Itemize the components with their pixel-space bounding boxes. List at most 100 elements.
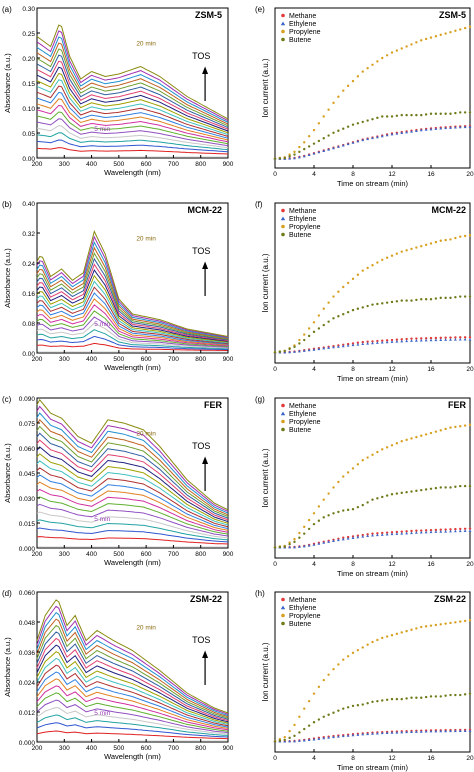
x-tick-label: 0	[273, 366, 277, 373]
data-point	[283, 545, 286, 548]
data-point	[459, 425, 462, 428]
ms-panel-f: 0 4 8 12 16 20 Time on stream (min) Ion current…	[255, 200, 474, 383]
data-point	[395, 114, 399, 118]
data-point	[371, 700, 374, 704]
legend-marker	[281, 403, 285, 408]
data-point	[332, 317, 335, 320]
y-tick-label: 0.15	[22, 81, 35, 88]
data-point	[463, 234, 467, 238]
panel-tag: (b)	[2, 200, 12, 209]
data-point	[283, 349, 286, 353]
data-point	[307, 135, 311, 138]
data-point	[356, 733, 360, 736]
panel-tag: (h)	[255, 589, 265, 598]
tos-arrow-head	[202, 261, 209, 269]
data-point	[454, 621, 457, 624]
data-point	[405, 45, 408, 48]
x-tick-label: 12	[388, 171, 396, 178]
data-point	[468, 234, 472, 237]
data-point	[288, 736, 291, 740]
data-point	[376, 699, 379, 703]
data-point	[400, 250, 403, 253]
data-point	[468, 423, 472, 427]
data-point	[415, 627, 418, 630]
data-point	[288, 153, 291, 156]
x-tick-label: 8	[351, 561, 355, 568]
data-point	[380, 731, 384, 735]
spectra-group	[36, 24, 229, 157]
data-point	[356, 122, 360, 125]
data-point	[332, 539, 335, 542]
data-point	[468, 336, 472, 339]
data-point	[463, 337, 467, 341]
x-tick-label: 500	[113, 551, 124, 558]
data-point	[395, 132, 399, 135]
data-point	[434, 530, 438, 533]
data-point	[327, 514, 330, 517]
data-point	[288, 543, 291, 546]
data-point	[458, 337, 462, 341]
data-point	[381, 636, 384, 640]
data-point	[337, 663, 340, 666]
data-point	[449, 336, 452, 339]
spectrum-line	[36, 42, 229, 125]
data-point	[293, 150, 296, 154]
spectrum-line	[36, 432, 229, 519]
x-tick-label: 20	[466, 755, 474, 762]
data-point	[410, 337, 413, 340]
data-point	[366, 266, 369, 270]
data-point	[297, 545, 301, 548]
data-point	[381, 339, 384, 342]
data-point	[410, 113, 413, 117]
data-point	[439, 695, 442, 698]
legend-label: Methane	[289, 403, 316, 410]
x-tick-label: 500	[113, 745, 124, 752]
x-axis-title: Time on stream (min)	[337, 569, 408, 578]
data-point	[390, 731, 394, 734]
x-tick-label: 600	[141, 551, 152, 558]
data-point	[376, 116, 379, 120]
data-point	[395, 300, 399, 303]
data-point	[342, 475, 345, 478]
panel-tag: (e)	[255, 5, 265, 14]
y-tick-label: 0.40	[22, 201, 35, 208]
data-point	[273, 351, 277, 354]
legend-label: Butene	[289, 232, 311, 239]
y-tick-label: 0.16	[22, 291, 35, 298]
spectrum-line	[36, 612, 229, 716]
data-point	[400, 113, 403, 117]
x-axis-title: Wavelength (nm)	[104, 363, 161, 372]
data-point	[434, 35, 438, 38]
data-point	[273, 157, 277, 160]
x-tick-label: 400	[86, 161, 97, 168]
data-point	[405, 337, 408, 341]
data-point	[327, 108, 330, 111]
data-point	[346, 734, 350, 737]
data-point	[288, 729, 291, 733]
data-point	[444, 622, 447, 625]
data-point	[424, 128, 428, 131]
ms-panel-g: 0 4 8 12 16 20 Time on stream (min) Ion current…	[255, 395, 474, 578]
spectrum-line	[36, 257, 229, 341]
data-point	[395, 492, 399, 495]
tos-arrow-head	[202, 650, 209, 658]
data-point	[288, 545, 292, 549]
data-point	[429, 530, 433, 534]
panel-title: MCM-22	[187, 205, 222, 215]
legend-label: Butene	[289, 621, 311, 628]
data-point	[444, 338, 448, 341]
data-point	[424, 243, 428, 247]
tos-label: TOS	[192, 441, 210, 451]
data-point	[366, 340, 369, 343]
y-tick-label: 0.090	[19, 396, 36, 403]
data-point	[312, 512, 316, 515]
spectrum-line	[36, 398, 229, 511]
data-point	[327, 346, 331, 349]
data-point	[303, 525, 306, 529]
data-point	[449, 486, 452, 489]
data-point	[405, 530, 408, 533]
spectrum-line	[36, 618, 229, 718]
ms-panel-h: 0 4 8 12 16 20 Time on stream (min) Ion current…	[255, 589, 474, 772]
data-point	[317, 685, 321, 689]
data-point	[420, 434, 423, 437]
